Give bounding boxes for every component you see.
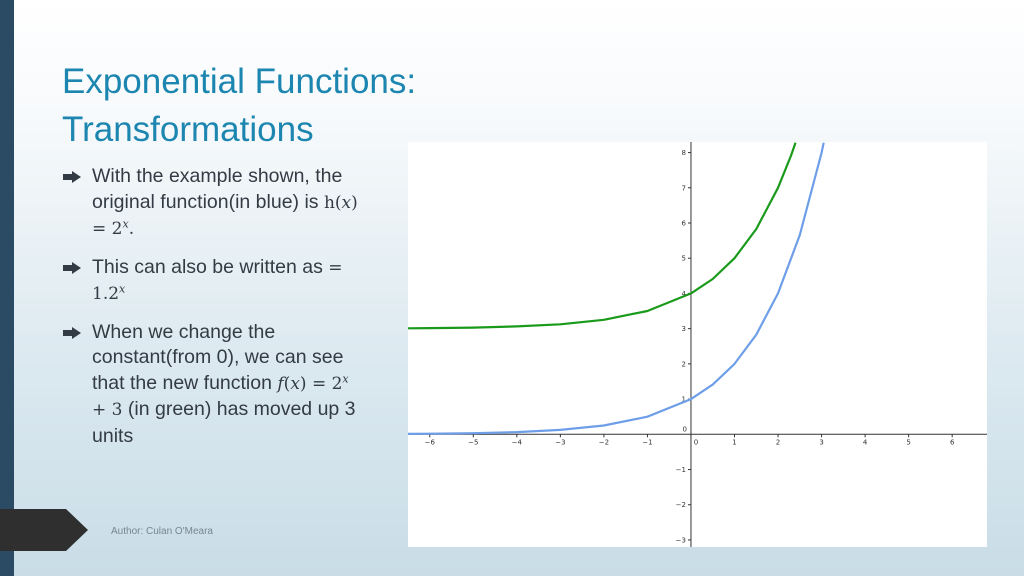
x-tick-label: −1: [642, 438, 652, 446]
x-tick-label: 2: [776, 438, 780, 446]
x-tick-label: 3: [819, 438, 823, 446]
x-tick-label: −4: [512, 438, 523, 446]
y-tick-label: 2: [682, 360, 686, 368]
y-tick-label: −3: [676, 536, 686, 544]
bullet-1-formula: h(x) = 2x.: [92, 192, 358, 240]
bullet-3-text: When we change the constant(from 0), we …: [92, 320, 344, 394]
x-tick-label: −2: [599, 438, 609, 446]
x-tick-label: 4: [863, 438, 868, 446]
bullet-list: With the example shown, the original fun…: [62, 164, 362, 461]
bullet-3-text-end: (in green) has moved up 3 units: [92, 398, 356, 447]
y-tick-label: −1: [676, 466, 686, 474]
bullet-2-text: This can also be written as: [92, 255, 329, 278]
y-tick-label: 7: [682, 184, 686, 192]
x-tick-label: −6: [425, 438, 436, 446]
y-tick-label: −2: [676, 501, 686, 509]
bullet-3-formula: f(x) = 2x + 3: [92, 371, 349, 420]
x-tick-label: 6: [950, 438, 955, 446]
y-tick-label: 6: [682, 220, 687, 228]
blue-curve-line: [408, 142, 825, 435]
title-line-2: Transformations: [62, 110, 314, 149]
graph-panel: −6 −5 −4 −3 −2 −1 0 1 2 3 4 5 6 −3 −2 −1 0 1 2 3 4 5 6 7 8: [408, 142, 987, 547]
y-tick-label: 1: [682, 396, 686, 404]
y-tick-label: 0: [683, 425, 687, 433]
arrow-bullet-icon: [63, 171, 81, 183]
x-tick-label: −3: [555, 438, 565, 446]
arrow-bullet-icon: [63, 326, 81, 339]
bullet-item-2: This can also be written as = 1.2x: [62, 255, 362, 308]
green-curve-line: [408, 142, 797, 330]
y-tick-label: 8: [682, 149, 686, 157]
x-tick-label: −5: [468, 438, 478, 446]
arrow-bullet-icon: [63, 261, 81, 274]
y-tick-label: 4: [682, 290, 687, 298]
author-credit: Author: Culan O'Meara: [111, 526, 213, 537]
y-tick-label: 5: [682, 255, 686, 263]
exponential-graph: −6 −5 −4 −3 −2 −1 0 1 2 3 4 5 6 −3 −2 −1 0 1 2 3 4 5 6 7 8: [408, 142, 987, 547]
x-tick-label: 1: [732, 438, 736, 446]
slide-title: Exponential Functions: Transformations: [62, 58, 522, 154]
y-tick-label: 3: [682, 325, 686, 333]
left-accent-bar: [0, 0, 14, 576]
bullet-1-text: With the example shown, the original fun…: [92, 165, 343, 213]
x-tick-label: 5: [906, 438, 910, 446]
title-line-1: Exponential Functions:: [62, 62, 417, 101]
bullet-2-formula: = 1.2x: [92, 257, 343, 305]
x-tick-label: 0: [694, 438, 698, 446]
bullet-item-3: When we change the constant(from 0), we …: [62, 320, 362, 450]
bullet-item-1: With the example shown, the original fun…: [62, 164, 362, 243]
footer-chevron-shape: [0, 509, 88, 551]
